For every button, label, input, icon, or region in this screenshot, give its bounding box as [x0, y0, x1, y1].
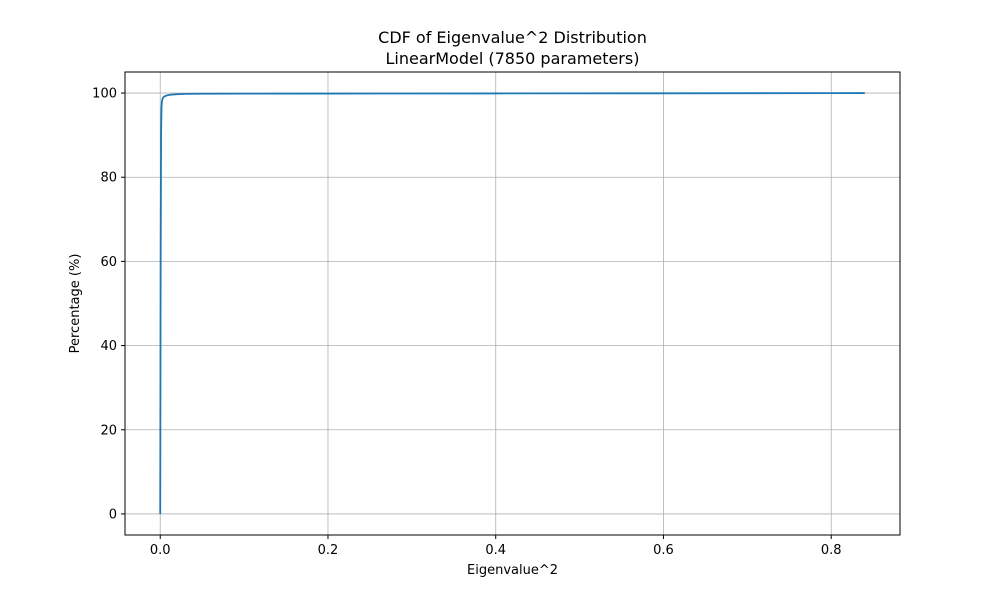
y-tick-label: 100	[92, 87, 117, 102]
grid	[125, 72, 900, 535]
x-tick-label: 0.4	[485, 543, 506, 558]
y-tick-label: 40	[100, 339, 117, 354]
y-axis-label: Percentage (%)	[68, 254, 83, 354]
ticks: 0.0 0.2 0.4 0.6 0.8 0 20 40 60 80 100	[92, 87, 841, 558]
x-tick-label: 0.8	[821, 543, 842, 558]
series-layer	[159, 92, 865, 514]
x-tick-label: 0.2	[318, 543, 339, 558]
x-tick-label: 0.6	[653, 543, 674, 558]
chart-subtitle: LinearModel (7850 parameters)	[386, 49, 640, 68]
y-tick-label: 60	[100, 255, 117, 270]
plot-frame	[124, 71, 901, 536]
y-tick-label: 0	[109, 507, 117, 522]
cdf-series-line	[159, 92, 865, 514]
x-axis-label: Eigenvalue^2	[467, 563, 558, 578]
y-tick-label: 20	[100, 423, 117, 438]
x-tick-label: 0.0	[150, 543, 171, 558]
y-tick-label: 80	[100, 171, 117, 186]
chart-title: CDF of Eigenvalue^2 Distribution	[378, 28, 647, 47]
